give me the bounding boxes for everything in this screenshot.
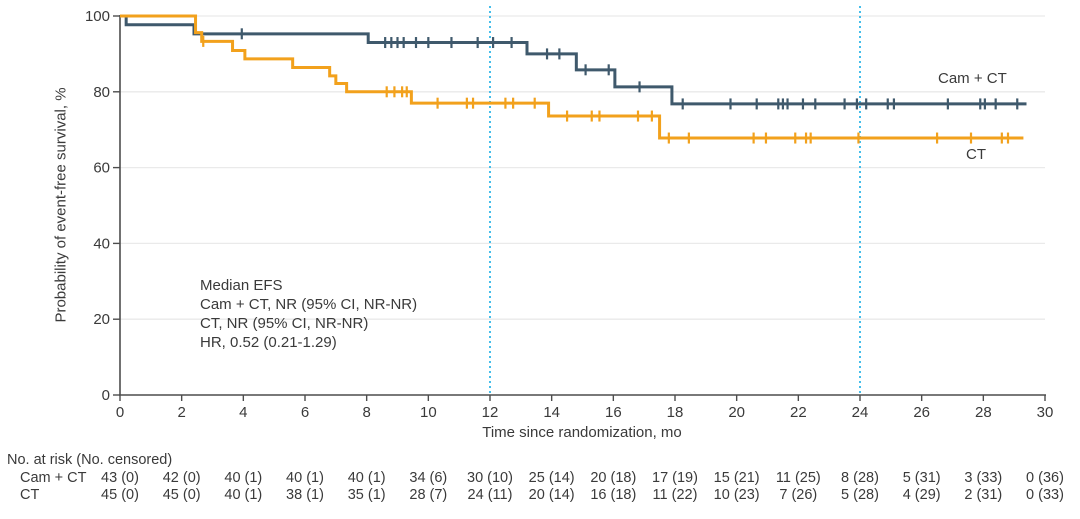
risk-cell: 0 (36) bbox=[1026, 470, 1064, 486]
x-tick-label: 20 bbox=[728, 404, 745, 421]
risk-cell: 2 (31) bbox=[964, 487, 1003, 503]
risk-cell: 30 (10) bbox=[467, 470, 513, 486]
y-tick-label: 80 bbox=[93, 84, 110, 101]
x-axis-ticks: 0 2 4 6 8 10 12 14 16 18 20 22 24 26 28 30 bbox=[116, 395, 1054, 421]
x-tick-label: 0 bbox=[116, 404, 124, 421]
risk-table-row-cam-ct: Cam + CT 43 (0) 42 (0) 40 (1) 40 (1) 40 (1) 3… bbox=[0, 470, 1080, 487]
risk-cell: 45 (0) bbox=[162, 487, 201, 503]
y-axis-ticks: 0 20 40 60 80 100 bbox=[85, 8, 120, 404]
risk-cell: 40 (1) bbox=[347, 470, 386, 486]
km-step-line-ct bbox=[120, 14, 1024, 140]
risk-cell: 40 (1) bbox=[286, 470, 324, 486]
risk-table-header: No. at risk (No. censored) bbox=[7, 452, 173, 468]
risk-cell: 20 (18) bbox=[590, 470, 637, 486]
risk-table-row-ct: CT 45 (0) 45 (0) 40 (1) 38 (1) 35 (1) 28 (7) 2… bbox=[0, 487, 1080, 504]
y-tick-label: 100 bbox=[85, 8, 110, 25]
y-axis-title: Probability of event-free survival, % bbox=[52, 87, 70, 323]
curve-label-ct: CT bbox=[966, 146, 986, 163]
risk-cell: 10 (23) bbox=[713, 487, 760, 503]
censor-ticks-ct bbox=[202, 35, 1010, 144]
risk-cell: 5 (31) bbox=[902, 470, 941, 486]
risk-row-label-cam-ct: Cam + CT bbox=[20, 470, 87, 486]
risk-row-label-ct: CT bbox=[20, 487, 40, 503]
x-tick-label: 12 bbox=[482, 404, 499, 421]
x-tick-label: 16 bbox=[605, 404, 622, 421]
x-tick-label: 14 bbox=[543, 404, 560, 421]
curve-label-cam-ct: Cam + CT bbox=[938, 70, 1007, 87]
median-efs-annotation: Median EFS Cam + CT, NR (95% CI, NR-NR) … bbox=[200, 276, 417, 352]
risk-cell: 7 (26) bbox=[779, 487, 818, 503]
risk-cell: 40 (1) bbox=[224, 470, 263, 486]
reference-lines bbox=[488, 6, 861, 394]
y-tick-label: 40 bbox=[93, 235, 110, 252]
risk-cell: 3 (33) bbox=[964, 470, 1003, 486]
risk-cell: 42 (0) bbox=[162, 470, 201, 486]
risk-cell: 45 (0) bbox=[101, 487, 139, 503]
censor-ticks-cam-ct bbox=[240, 28, 1019, 110]
risk-cell: 0 (33) bbox=[1026, 487, 1064, 503]
x-tick-label: 4 bbox=[239, 404, 247, 421]
risk-cell: 24 (11) bbox=[467, 487, 513, 503]
risk-cell: 25 (14) bbox=[528, 470, 575, 486]
risk-cell: 20 (14) bbox=[528, 487, 575, 503]
risk-cell: 16 (18) bbox=[590, 487, 637, 503]
risk-cell: 38 (1) bbox=[286, 487, 324, 503]
km-curve-cam-ct bbox=[120, 14, 1027, 106]
x-tick-label: 26 bbox=[913, 404, 930, 421]
x-tick-label: 6 bbox=[301, 404, 309, 421]
y-tick-label: 20 bbox=[93, 311, 110, 328]
x-tick-label: 28 bbox=[975, 404, 992, 421]
risk-cell: 34 (6) bbox=[409, 470, 448, 486]
x-tick-label: 2 bbox=[177, 404, 185, 421]
annotation-line-ct: CT, NR (95% CI, NR-NR) bbox=[200, 315, 369, 332]
risk-cell: 28 (7) bbox=[409, 487, 448, 503]
x-tick-label: 10 bbox=[420, 404, 437, 421]
km-curve-ct bbox=[120, 14, 1024, 140]
risk-cell: 43 (0) bbox=[101, 470, 139, 486]
risk-cell: 35 (1) bbox=[347, 487, 386, 503]
risk-cell: 40 (1) bbox=[224, 487, 263, 503]
x-axis-title: Time since randomization, mo bbox=[482, 424, 682, 441]
risk-cell: 15 (21) bbox=[713, 470, 760, 486]
y-tick-label: 60 bbox=[93, 160, 110, 177]
risk-cell: 8 (28) bbox=[841, 470, 879, 486]
gridlines bbox=[120, 15, 1045, 320]
x-tick-label: 8 bbox=[362, 404, 370, 421]
x-tick-label: 30 bbox=[1037, 404, 1054, 421]
y-tick-label: 0 bbox=[102, 387, 110, 404]
annotation-line-median: Median EFS bbox=[200, 277, 283, 294]
annotation-line-hr: HR, 0.52 (0.21-1.29) bbox=[200, 334, 337, 351]
risk-cell: 17 (19) bbox=[652, 470, 698, 486]
x-tick-label: 22 bbox=[790, 404, 807, 421]
km-step-line-cam-ct bbox=[120, 14, 1027, 106]
risk-cell: 4 (29) bbox=[902, 487, 941, 503]
x-tick-label: 18 bbox=[667, 404, 684, 421]
risk-cell: 5 (28) bbox=[841, 487, 879, 503]
x-tick-label: 24 bbox=[852, 404, 869, 421]
risk-cell: 11 (22) bbox=[652, 487, 698, 503]
annotation-line-camct: Cam + CT, NR (95% CI, NR-NR) bbox=[200, 296, 418, 313]
axes bbox=[119, 15, 1046, 396]
risk-cell: 11 (25) bbox=[775, 470, 821, 486]
